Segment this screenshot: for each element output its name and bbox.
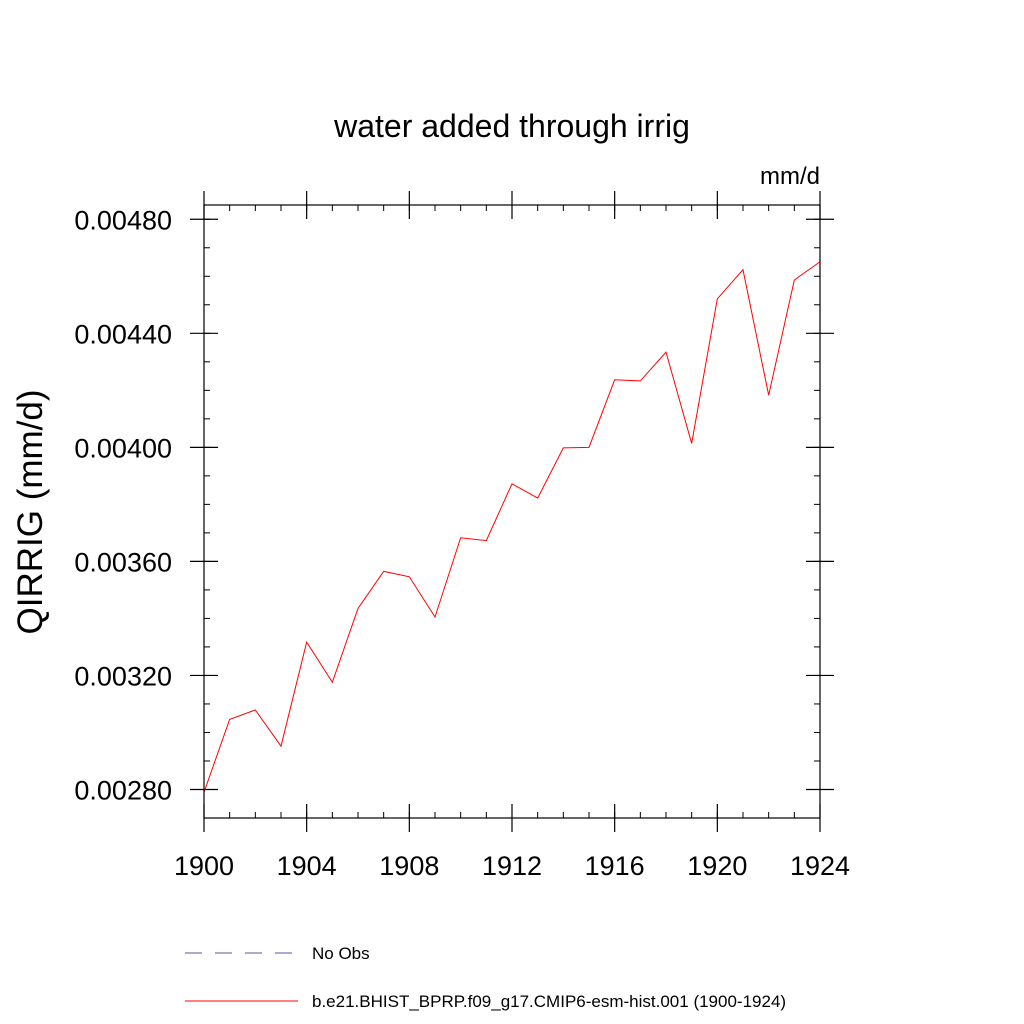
plot-frame xyxy=(203,204,821,819)
x-tick-label: 1924 xyxy=(790,851,850,881)
y-tick-label: 0.00360 xyxy=(74,547,172,577)
legend-model-label: b.e21.BHIST_BPRP.f09_g17.CMIP6-esm-hist.… xyxy=(312,992,786,1011)
legend: No Obs b.e21.BHIST_BPRP.f09_g17.CMIP6-es… xyxy=(185,944,786,1011)
y-tick-labels: 0.00280 0.00320 0.00360 0.00400 0.00440 0.004… xyxy=(74,205,172,805)
legend-no-obs-label: No Obs xyxy=(312,944,370,963)
minor-tick-group xyxy=(203,205,821,818)
series-layer xyxy=(203,261,821,793)
major-tick-group xyxy=(190,191,834,832)
y-tick-label: 0.00280 xyxy=(74,775,172,805)
units-label: mm/d xyxy=(760,163,820,190)
chart-title: water added through irrig xyxy=(333,108,690,144)
x-tick-label: 1916 xyxy=(585,851,645,881)
series-line xyxy=(203,261,821,793)
x-tick-label: 1912 xyxy=(482,851,542,881)
x-tick-label: 1908 xyxy=(379,851,439,881)
x-tick-label: 1900 xyxy=(174,851,234,881)
x-tick-label: 1904 xyxy=(277,851,337,881)
y-axis-label: QIRRIG (mm/d) xyxy=(11,390,50,635)
y-tick-label: 0.00400 xyxy=(74,433,172,463)
y-tick-label: 0.00480 xyxy=(74,205,172,235)
y-tick-label: 0.00320 xyxy=(74,661,172,691)
y-tick-label: 0.00440 xyxy=(74,319,172,349)
x-tick-labels: 1900 1904 1908 1912 1916 1920 1924 xyxy=(174,851,850,881)
x-tick-label: 1920 xyxy=(687,851,747,881)
